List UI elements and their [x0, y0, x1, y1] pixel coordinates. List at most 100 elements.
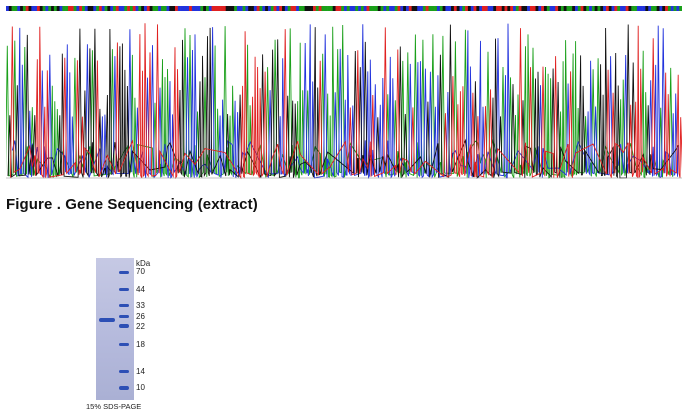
base-call-cell [129, 6, 134, 11]
base-call-cell [676, 6, 680, 11]
base-call-cell [490, 6, 494, 11]
base-call-cell [53, 6, 57, 11]
base-call-cell [453, 6, 457, 11]
base-call-cell [374, 6, 379, 11]
base-call-cell [313, 6, 317, 11]
base-call-cell [344, 6, 348, 11]
base-call-cell [234, 6, 238, 11]
base-call-cell [510, 6, 514, 11]
base-call-cell [200, 6, 204, 11]
base-call-cell [217, 6, 221, 11]
base-call-cell [467, 6, 472, 11]
base-call-cell [552, 6, 556, 11]
base-call-cell [611, 6, 615, 11]
base-call-cell [28, 6, 32, 11]
base-call-cell [284, 6, 288, 11]
base-call-cell [141, 6, 145, 11]
base-call-cell [307, 6, 311, 11]
base-call-cell [566, 6, 570, 11]
base-call-cell [589, 6, 593, 11]
base-call-cell [538, 6, 542, 11]
base-call-cell [236, 6, 241, 11]
base-call-cell [586, 6, 590, 11]
base-call-cell [90, 6, 94, 11]
base-call-cell [532, 6, 536, 11]
base-call-cell [445, 6, 449, 11]
base-call-cell [211, 6, 215, 11]
base-call-cell [400, 6, 404, 11]
base-call-cell [231, 6, 235, 11]
base-call-cell [172, 6, 176, 11]
base-call-cell [608, 6, 612, 11]
base-call-cell [186, 6, 190, 11]
base-call-cell [225, 6, 229, 11]
base-call-cell [383, 6, 387, 11]
base-call-cell [301, 6, 305, 11]
base-call-cell [498, 6, 503, 11]
base-call-cell [448, 6, 452, 11]
base-call-cell [577, 6, 581, 11]
base-call-cell [670, 6, 674, 11]
base-call-cell [45, 6, 49, 11]
base-call-cell [496, 6, 500, 11]
base-call-cell [574, 6, 579, 11]
base-call-cell [591, 6, 595, 11]
ladder-band-22 [119, 324, 129, 328]
base-call-cell [397, 6, 401, 11]
base-call-cell [389, 6, 393, 11]
base-call-cell [189, 6, 193, 11]
base-call-cell [521, 6, 525, 11]
base-call-cell [6, 6, 10, 11]
base-call-cell [332, 6, 336, 11]
ladder-band-33 [119, 304, 129, 307]
base-call-cell [101, 6, 105, 11]
base-call-cell [439, 6, 443, 11]
base-call-cell [335, 6, 339, 11]
base-call-cell [160, 6, 165, 11]
base-call-cell [113, 6, 117, 11]
gel-lane [96, 258, 134, 400]
marker-label-44: 44 [136, 285, 145, 294]
marker-label-70: 70 [136, 267, 145, 276]
base-call-cell [65, 6, 69, 11]
base-call-cell [39, 6, 43, 11]
base-call-cell [36, 6, 41, 11]
base-call-cell [442, 6, 446, 11]
base-call-cell [366, 6, 370, 11]
base-call-cell [405, 6, 410, 11]
base-call-cell [679, 6, 682, 11]
base-call-cell [121, 6, 125, 11]
base-call-cell [42, 6, 46, 11]
base-call-cell [555, 6, 559, 11]
base-call-cell [428, 6, 432, 11]
base-call-cell [310, 6, 314, 11]
marker-label-14: 14 [136, 367, 145, 376]
base-call-cell [76, 6, 80, 11]
base-call-cell [656, 6, 660, 11]
base-call-cell [465, 6, 469, 11]
base-call-cell [248, 6, 252, 11]
base-call-cell [318, 6, 322, 11]
trace-a [6, 24, 673, 179]
marker-label-22: 22 [136, 322, 145, 331]
base-call-cell [180, 6, 184, 11]
trace-g [7, 24, 679, 180]
base-call-cell [110, 6, 114, 11]
ladder-band-10 [119, 386, 129, 390]
chromatogram-plot [6, 6, 682, 180]
base-call-cell [290, 6, 294, 11]
base-call-cell [636, 6, 641, 11]
base-call-cell [262, 6, 266, 11]
marker-label-26: 26 [136, 312, 145, 321]
base-call-cell [456, 6, 460, 11]
sds-page-gel [96, 258, 134, 400]
base-call-cell [470, 6, 474, 11]
base-call-cell [327, 6, 331, 11]
base-call-cell [659, 6, 663, 11]
base-call-cell [631, 6, 635, 11]
base-call-cell [617, 6, 621, 11]
base-call-cell [135, 6, 139, 11]
base-call-cell [434, 6, 438, 11]
base-call-cell [304, 6, 308, 11]
base-call-cell [251, 6, 255, 11]
